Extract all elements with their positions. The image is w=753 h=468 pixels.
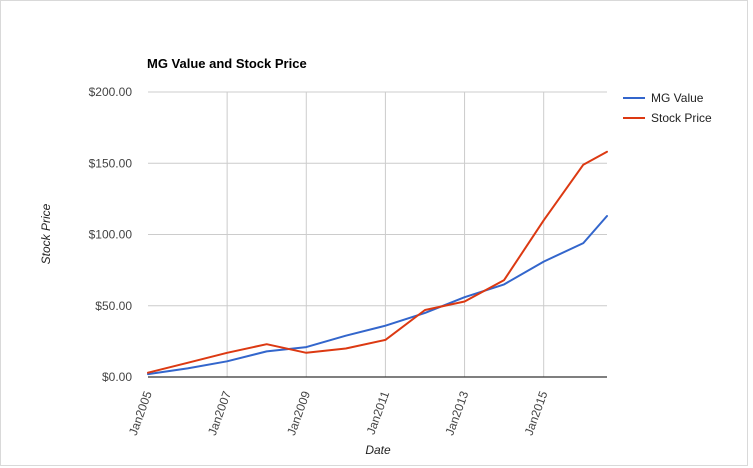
legend-label: Stock Price (651, 111, 712, 125)
y-tick-label: $150.00 (89, 156, 133, 170)
x-tick-label: Jan2005 (126, 389, 155, 437)
x-tick-label: Jan2011 (364, 389, 393, 437)
x-tick-label: Jan2009 (284, 389, 313, 437)
x-tick-label: Jan2015 (522, 389, 551, 437)
x-tick-label: Jan2013 (442, 389, 471, 437)
y-tick-label: $0.00 (102, 370, 132, 384)
y-tick-label: $100.00 (89, 228, 133, 242)
legend-label: MG Value (651, 91, 704, 105)
y-tick-label: $200.00 (89, 85, 133, 99)
chart-title: MG Value and Stock Price (147, 56, 307, 71)
x-axis-title: Date (365, 443, 391, 457)
series-line-stock-price (147, 150, 608, 374)
x-tick-label: Jan2007 (205, 389, 234, 437)
series-line-mg-value (147, 215, 608, 376)
y-axis-title: Stock Price (39, 203, 53, 264)
y-tick-label: $50.00 (95, 299, 132, 313)
